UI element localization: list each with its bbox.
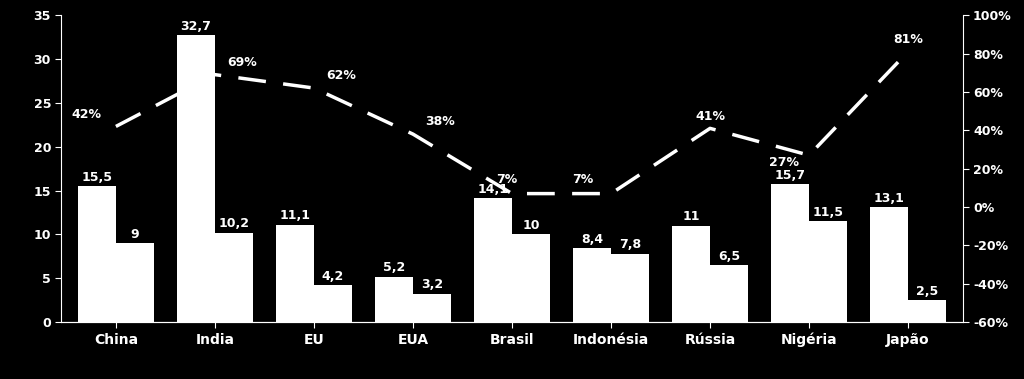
Text: 81%: 81% — [893, 33, 923, 46]
Text: 3,2: 3,2 — [421, 279, 442, 291]
Text: 62%: 62% — [326, 69, 355, 82]
Text: 4,2: 4,2 — [322, 270, 344, 283]
Bar — [809, 221, 847, 322]
Text: 10: 10 — [522, 219, 540, 232]
Text: 7%: 7% — [572, 173, 593, 186]
Text: 8,4: 8,4 — [582, 233, 603, 246]
Text: 14,1: 14,1 — [477, 183, 509, 196]
Bar — [177, 35, 215, 322]
Text: 10,2: 10,2 — [218, 217, 249, 230]
Bar — [611, 254, 648, 322]
Bar — [413, 294, 451, 322]
Text: 27%: 27% — [769, 156, 799, 169]
Bar — [870, 207, 908, 322]
Bar — [771, 185, 809, 322]
Bar — [710, 265, 748, 322]
Text: 15,7: 15,7 — [775, 169, 806, 182]
Text: 42%: 42% — [71, 108, 101, 121]
Bar — [512, 235, 550, 322]
Bar — [314, 285, 351, 322]
Text: 13,1: 13,1 — [873, 192, 905, 205]
Bar — [215, 233, 253, 322]
Bar — [908, 300, 946, 322]
Bar — [376, 277, 413, 322]
Text: 11,5: 11,5 — [812, 206, 844, 219]
Text: 41%: 41% — [695, 110, 725, 123]
Text: 6,5: 6,5 — [718, 249, 740, 263]
Bar — [116, 243, 154, 322]
Text: 5,2: 5,2 — [383, 261, 406, 274]
Bar — [78, 186, 116, 322]
Bar — [474, 199, 512, 322]
Bar — [276, 225, 314, 322]
Text: 32,7: 32,7 — [180, 20, 212, 33]
Text: 11,1: 11,1 — [280, 209, 310, 222]
Text: 9: 9 — [130, 227, 139, 241]
Text: 7,8: 7,8 — [618, 238, 641, 251]
Text: 11: 11 — [682, 210, 700, 223]
Text: 69%: 69% — [226, 56, 257, 69]
Text: 15,5: 15,5 — [82, 171, 113, 183]
Text: 2,5: 2,5 — [915, 285, 938, 298]
Text: 38%: 38% — [425, 115, 455, 128]
Bar — [673, 226, 710, 322]
Bar — [573, 249, 611, 322]
Text: 7%: 7% — [497, 173, 518, 186]
